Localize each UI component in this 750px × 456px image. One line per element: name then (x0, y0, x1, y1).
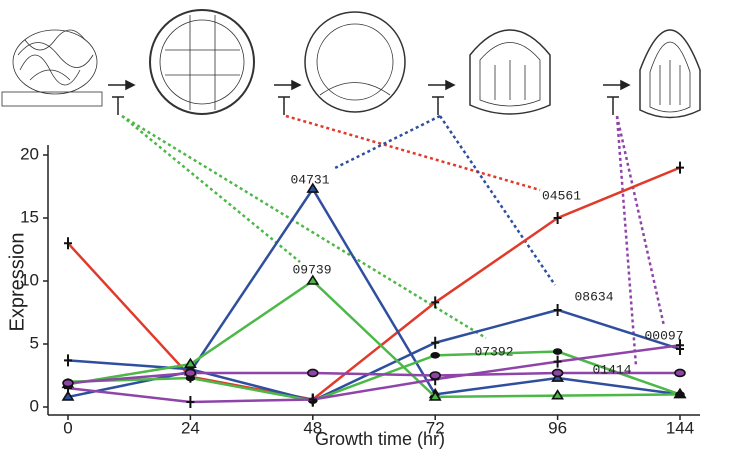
y-axis-label: Expression (6, 233, 28, 332)
series-line (67, 371, 680, 385)
series-label: 07392 (474, 344, 513, 359)
point (186, 395, 195, 408)
point (676, 161, 684, 174)
point (553, 303, 562, 316)
stage-3 (304, 11, 406, 113)
y-tick-label: 20 (20, 144, 39, 163)
series-line (67, 186, 681, 399)
point (676, 339, 684, 352)
x-tick-label: 96 (548, 418, 567, 437)
series-label: 00097 (644, 328, 683, 343)
point (306, 182, 320, 193)
point (429, 371, 442, 380)
series-label: 08634 (574, 289, 613, 304)
point (62, 378, 74, 388)
point (61, 390, 75, 401)
axes (47, 145, 700, 416)
stage-illustrations (1, 9, 701, 367)
x-tick-label: 48 (303, 418, 322, 437)
y-tick-label: 5 (30, 333, 39, 352)
stage-4 (469, 29, 551, 115)
point (551, 368, 564, 378)
point (308, 393, 317, 406)
point (553, 212, 562, 224)
stage-5 (639, 29, 701, 119)
series-label: 04561 (542, 188, 581, 203)
series-line (67, 308, 681, 403)
point (430, 352, 441, 359)
stage-arrows (108, 79, 631, 115)
point (306, 274, 320, 285)
x-axis-label: Growth time (hr) (315, 429, 445, 449)
series-line (67, 279, 681, 399)
y-tick-label: 0 (30, 396, 39, 415)
y-tick-label: 15 (20, 207, 39, 226)
point (551, 389, 565, 400)
x-tick-label: 144 (666, 418, 694, 437)
x-tick-label: 72 (426, 418, 445, 437)
series-line (67, 166, 681, 401)
stage-1 (1, 29, 103, 107)
point (552, 348, 563, 355)
connector-lines (121, 114, 666, 367)
series-line (67, 344, 681, 404)
point (553, 355, 562, 368)
stage-2 (149, 9, 255, 115)
y-tick-label: 10 (20, 270, 39, 289)
series-label: 09739 (292, 262, 331, 277)
x-tick-label: 0 (63, 418, 72, 437)
point (184, 368, 197, 378)
series-label: 04731 (290, 172, 329, 187)
point (674, 368, 686, 378)
point (675, 391, 685, 398)
series-label: 01414 (592, 362, 631, 377)
point (183, 357, 197, 368)
point (64, 354, 72, 367)
point (306, 368, 319, 378)
x-tick-label: 24 (181, 418, 200, 437)
point (431, 336, 440, 349)
point (428, 390, 442, 401)
point (64, 237, 72, 250)
point (431, 296, 440, 309)
